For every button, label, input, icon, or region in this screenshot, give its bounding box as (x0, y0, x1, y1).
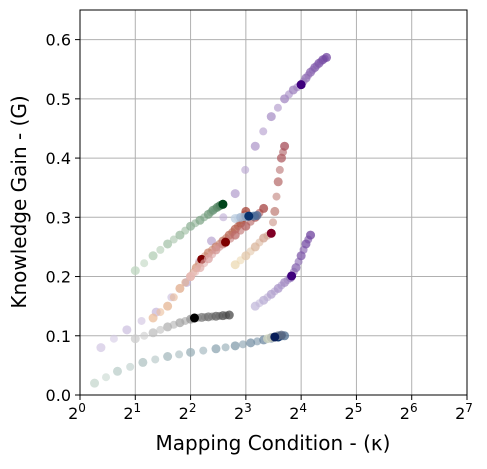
end-point (221, 237, 231, 247)
data-point (250, 141, 260, 151)
series-3 (90, 331, 290, 388)
x-tick-label: 26 (400, 401, 418, 423)
data-point (96, 343, 106, 353)
data-point (126, 362, 135, 371)
end-point (270, 332, 280, 342)
data-point (273, 177, 283, 187)
data-point (253, 337, 262, 346)
series-9 (263, 330, 286, 344)
y-tick-label: 0.1 (46, 327, 71, 346)
data-point (306, 230, 316, 240)
x-tick-label: 23 (234, 401, 252, 423)
end-point (266, 228, 276, 238)
data-point (224, 310, 234, 320)
data-point (140, 259, 149, 268)
data-point (163, 301, 173, 311)
data-point (280, 141, 290, 151)
x-tick-label: 25 (345, 401, 363, 423)
data-point (269, 218, 278, 227)
y-tick-label: 0.4 (46, 149, 71, 168)
data-point (130, 334, 140, 344)
data-point (148, 313, 158, 323)
end-point (218, 199, 228, 209)
y-axis-label: Knowledge Gain - (G) (7, 95, 31, 308)
y-axis: 0.0 0.1 0.2 0.3 0.4 0.5 0.6 (46, 31, 80, 405)
data-point (163, 352, 173, 361)
series-0 (96, 52, 332, 353)
data-point (169, 235, 178, 244)
y-tick-label: 0.2 (46, 268, 71, 287)
x-axis-label: Mapping Condition - (κ) (156, 431, 391, 455)
data-point (112, 366, 122, 376)
data-point (138, 357, 148, 367)
data-point (137, 316, 146, 325)
data-point (272, 192, 281, 201)
data-point (230, 341, 240, 351)
y-tick-label: 0.0 (46, 386, 71, 405)
data-point (246, 338, 256, 348)
data-point (140, 331, 149, 340)
end-point (244, 211, 254, 221)
data-point (122, 325, 132, 335)
x-tick-label: 24 (289, 401, 307, 423)
x-tick-label: 21 (123, 401, 141, 423)
data-point (322, 52, 332, 62)
data-point (163, 239, 173, 249)
data-point (230, 189, 240, 199)
data-point (241, 165, 250, 174)
data-point (156, 325, 165, 334)
series-7 (230, 141, 290, 270)
data-point (199, 346, 208, 355)
data-point (273, 103, 282, 112)
data-point (252, 211, 262, 221)
data-point (175, 350, 184, 359)
data-point (130, 266, 140, 276)
data-point (169, 293, 178, 302)
y-tick-label: 0.6 (46, 31, 71, 50)
end-point (189, 313, 199, 323)
data-point (266, 112, 276, 122)
x-tick-label: 27 (455, 401, 473, 423)
grid (79, 10, 468, 396)
series-layer (90, 52, 332, 388)
data-point (259, 203, 269, 213)
data-point (102, 373, 111, 382)
y-tick-label: 0.3 (46, 208, 71, 227)
data-point (175, 283, 185, 293)
data-point (221, 343, 230, 352)
data-point (90, 378, 100, 388)
series-4 (130, 310, 234, 344)
series-8 (230, 211, 262, 223)
data-point (238, 340, 247, 349)
plot-frame (79, 9, 468, 396)
data-point (219, 213, 228, 222)
data-point (148, 251, 158, 261)
data-point (156, 245, 165, 254)
data-point (181, 278, 190, 287)
data-point (275, 165, 284, 174)
data-point (156, 308, 165, 317)
y-tick-label: 0.5 (46, 90, 71, 109)
series-2 (130, 199, 228, 276)
x-tick-label: 22 (179, 401, 197, 423)
data-point (109, 334, 118, 343)
data-point (259, 127, 268, 136)
x-tick-label: 20 (68, 401, 86, 423)
series-6 (250, 230, 316, 311)
data-point (186, 347, 196, 357)
data-point (148, 328, 158, 338)
end-point (296, 80, 306, 90)
x-axis: 20 21 22 23 24 25 26 27 (68, 395, 473, 423)
data-point (211, 344, 221, 354)
end-point (287, 271, 297, 281)
data-point (151, 355, 160, 364)
data-point (270, 206, 280, 216)
